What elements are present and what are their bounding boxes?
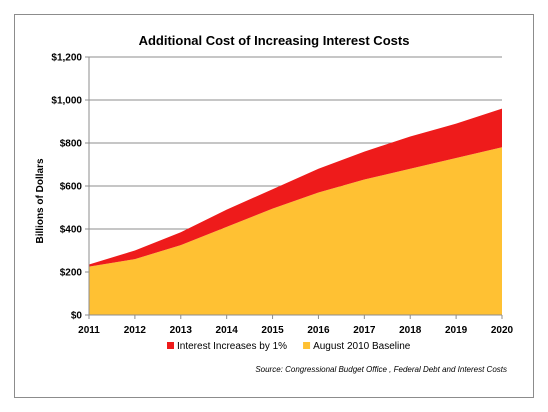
y-tick-label: $800: [60, 139, 83, 150]
area-series-1: [89, 108, 502, 267]
x-tick-labels: 2011 2012 2013 2014 2015 2016 2017 2018 2019 2020: [78, 325, 513, 336]
axes: [85, 56, 503, 319]
y-tick-label: $1,200: [51, 53, 82, 64]
legend: Interest Increases by 1% August 2010 Base…: [167, 341, 411, 352]
x-tick-label: 2018: [399, 325, 422, 336]
y-axis-label: Billions of Dollars: [35, 158, 46, 243]
x-tick-label: 2012: [124, 325, 147, 336]
x-tick-label: 2015: [261, 325, 284, 336]
chart-title: Additional Cost of Increasing Interest C…: [139, 33, 410, 48]
y-tick-label: $600: [60, 182, 83, 193]
legend-swatch-1: [303, 342, 311, 349]
legend-swatch-0: [167, 342, 174, 349]
y-tick-labels: $0 $200 $400 $600 $800 $1,000 $1,200: [51, 53, 82, 322]
source-note: Source: Congressional Budget Office , Fe…: [255, 365, 507, 374]
legend-label-0: Interest Increases by 1%: [177, 341, 287, 352]
chart-frame: Additional Cost of Increasing Interest C…: [14, 14, 534, 398]
x-tick-label: 2014: [216, 325, 239, 336]
y-tick-label: $400: [60, 225, 83, 236]
x-tick-label: 2016: [307, 325, 330, 336]
x-tick-label: 2019: [445, 325, 468, 336]
chart: Additional Cost of Increasing Interest C…: [35, 33, 514, 374]
plot-areas: [89, 108, 502, 315]
y-tick-label: $0: [71, 311, 83, 322]
area-series-0: [89, 147, 502, 315]
legend-label-1: August 2010 Baseline: [313, 341, 411, 352]
y-tick-label: $1,000: [51, 96, 82, 107]
x-tick-label: 2017: [353, 325, 376, 336]
x-tick-label: 2011: [78, 325, 100, 336]
x-tick-label: 2013: [170, 325, 193, 336]
x-tick-label: 2020: [491, 325, 514, 336]
y-tick-label: $200: [60, 268, 83, 279]
